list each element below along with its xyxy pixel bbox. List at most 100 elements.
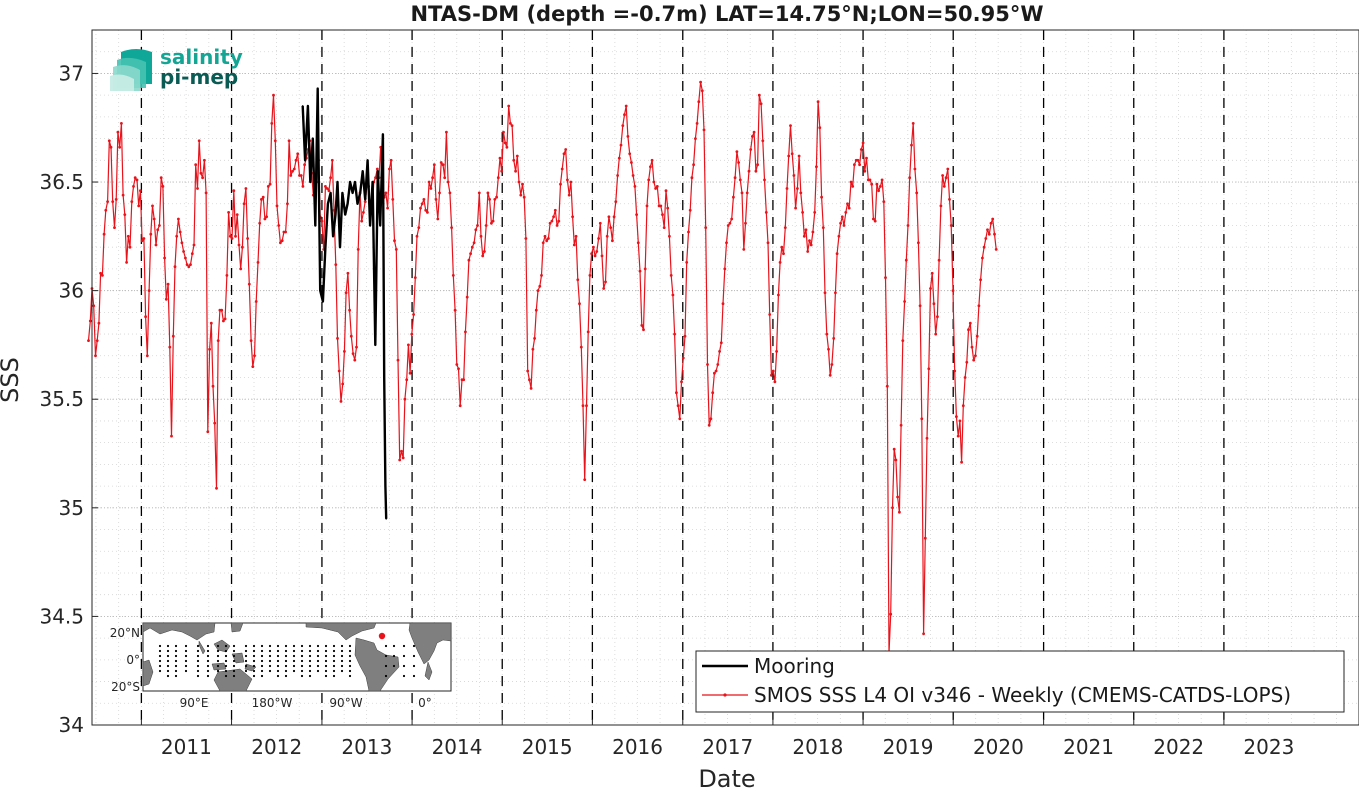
inset-mooring-dot [308,674,312,678]
smos-data-point [628,152,632,156]
smos-data-point [879,185,882,188]
inset-lat-labels: 20°N 0° 20°S [110,626,140,694]
x-axis-label: Date [698,765,755,790]
smos-data-point [987,232,991,236]
smos-data-point [375,167,379,171]
inset-mooring-dot [332,654,336,658]
legend-label-smos: SMOS SSS L4 OI v346 - Weekly (CMEMS-CATD… [754,683,1291,707]
legend-box [695,650,1345,713]
inset-mooring-dot [216,644,220,648]
inset-mooring-dot [300,659,304,663]
smos-data-point [949,224,953,227]
smos-data-point [384,191,388,195]
mooring-data-point [304,159,306,162]
mooring-data-point [379,224,382,227]
smos-data-point [863,169,867,173]
smos-data-point [669,274,673,277]
y-tick-label: 35.5 [39,387,84,411]
inset-mooring-dot [324,669,328,673]
inset-mooring-dot [284,674,288,678]
inset-mooring-dot [252,674,256,678]
inset-mooring-dot [252,644,256,648]
smos-data-point [490,221,493,225]
inset-landmasses [142,622,452,692]
smos-data-point [917,241,920,245]
smos-data-point [839,221,842,225]
smos-data-point [534,308,538,312]
inset-mooring-dot [232,644,236,648]
smos-data-point [209,321,213,325]
smos-data-point [678,417,682,421]
smos-data-point [168,345,172,349]
smos-data-point [757,93,761,97]
smos-data-point [417,226,421,230]
smos-data-point [994,248,998,251]
smos-data-point [936,315,939,319]
smos-data-point [545,239,549,243]
inset-mooring-dot [232,654,236,658]
smos-data-point [643,267,647,271]
smos-data-point [439,161,443,164]
smos-data-point [498,156,502,160]
smos-data-point [524,237,528,240]
smos-data-point [989,221,993,225]
inset-mooring-dot [166,654,170,658]
inset-mooring-dot [216,669,220,673]
smos-data-point [815,165,818,169]
inset-mooring-dot [300,654,304,658]
smos-data-point [88,319,92,323]
smos-data-point [925,436,929,440]
smos-data-point [699,80,702,84]
smos-data-point [809,243,813,247]
x-tick-label: 2018 [792,735,843,759]
inset-mooring-dot [260,644,264,648]
smos-data-point [700,89,704,93]
smos-data-point [228,234,232,238]
inset-mooring-dot [324,674,328,678]
smos-data-point [726,224,730,227]
smos-data-point [956,434,960,438]
smos-data-point [196,187,199,190]
smos-data-point [455,363,459,366]
smos-data-point [652,180,656,184]
smos-data-point [137,204,141,208]
smos-data-point [329,176,332,180]
inset-mooring-dot [316,659,320,663]
smos-data-point [206,430,210,434]
mooring-data-point [346,202,349,205]
smos-data-point [190,252,194,256]
inset-mooring-dot [252,664,256,668]
smos-data-point [778,261,782,264]
smos-data-point [445,130,448,134]
mooring-data-point [361,170,364,173]
smos-data-point [503,141,507,145]
smos-data-point [707,423,711,427]
smos-data-point [920,417,924,421]
mooring-data-point [307,105,309,107]
mooring-data-point [384,485,387,487]
smos-data-point [109,145,113,149]
smos-data-point [253,354,256,358]
mooring-data-point [376,170,379,173]
inset-mooring-dot [332,659,336,663]
year-boundary-lines [140,30,1225,725]
inset-mooring-dot [412,644,416,648]
inset-mooring-dot [206,659,210,663]
smos-data-point [991,217,995,221]
smos-data-point [363,200,367,204]
inset-mooring-dot [348,664,352,668]
smos-data-point [939,204,943,208]
smos-data-point [885,384,889,388]
inset-mooring-dot [184,644,188,648]
inset-mooring-dot [392,664,396,668]
smos-data-point [846,202,849,206]
smos-data-point [614,200,618,204]
smos-data-point [668,234,671,238]
smos-data-point [431,176,434,180]
smos-data-point [450,226,453,230]
inset-mooring-dot [384,664,388,668]
inset-mooring-dot [276,654,280,658]
smos-data-point [977,304,981,308]
smos-data-point [391,198,395,201]
smos-data-point [476,224,479,227]
